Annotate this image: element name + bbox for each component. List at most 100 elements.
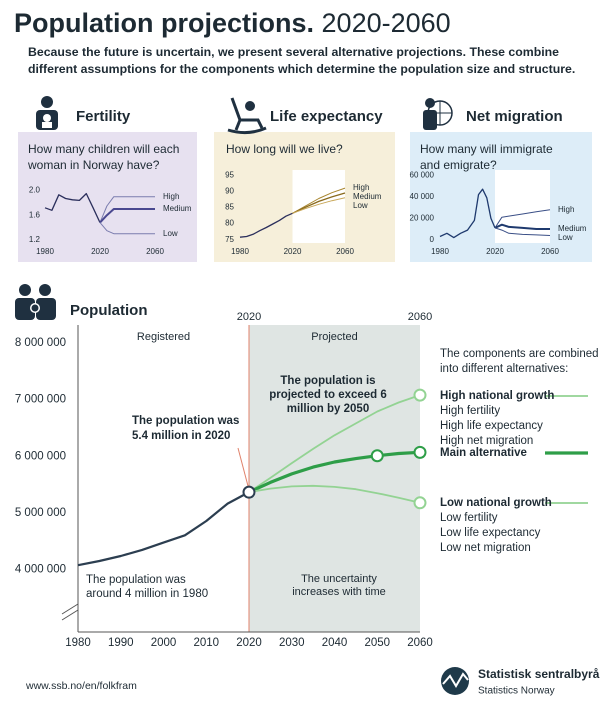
series-line (248, 394, 421, 493)
series-label: Medium (558, 224, 587, 233)
series-label: Low (558, 233, 573, 242)
region-label: Projected (311, 331, 357, 343)
x-tick-label: 2060 (146, 247, 164, 256)
point-marker (370, 449, 384, 463)
series-label: Medium (353, 192, 382, 201)
fertility-icon (36, 96, 58, 130)
x-tick-label: 1980 (231, 247, 249, 256)
point-marker (413, 388, 427, 402)
y-tick-label: 40 000 (410, 192, 435, 201)
y-tick-label: 1.2 (29, 235, 41, 244)
x-tick-label: 2020 (284, 247, 302, 256)
y-tick-label: 5 000 000 (15, 507, 66, 519)
logo (441, 667, 469, 695)
point-marker (413, 445, 427, 459)
legend-detail: High fertility (440, 405, 500, 417)
region-label: Registered (137, 331, 190, 343)
series-label: High (163, 192, 179, 201)
series-label: Low (353, 201, 368, 210)
annotation: The population was around 4 million in 1… (86, 574, 209, 600)
series-line (439, 188, 496, 239)
panel-title: Life expectancy (270, 108, 383, 125)
x-tick-label: 1990 (108, 637, 134, 649)
point-marker (413, 496, 427, 510)
region-year: 2060 (408, 311, 432, 323)
annotation: The population was 5.4 million in 2020 (132, 415, 240, 442)
y-tick-label: 60 000 (410, 170, 435, 179)
series-line (44, 192, 101, 223)
y-tick-label: 0 (430, 235, 435, 244)
y-tick-label: 95 (225, 170, 234, 179)
annotation: The uncertainty increases with time (292, 573, 386, 598)
x-tick-label: 1980 (36, 247, 54, 256)
panel-title: Net migration (466, 108, 563, 125)
series-line (292, 187, 346, 214)
panel-question: How many children will each woman in Nor… (28, 142, 180, 172)
migration-icon (423, 98, 453, 130)
legend-detail: Low life expectancy (440, 527, 541, 539)
series-line (99, 196, 155, 223)
legend-detail: Low fertility (440, 512, 498, 524)
x-tick-label: 2030 (279, 637, 305, 649)
legend-label: Low national growth (440, 497, 552, 509)
x-tick-label: 2010 (193, 637, 219, 649)
panel-question: How long will we live? (226, 142, 343, 156)
x-tick-label: 2040 (322, 637, 348, 649)
x-tick-label: 2050 (364, 637, 390, 649)
y-tick-label: 1.6 (29, 210, 41, 219)
legend-intro: The components are combined into differe… (440, 348, 599, 375)
x-tick-label: 1980 (65, 637, 91, 649)
title-main: Population projections. (14, 8, 315, 38)
x-tick-label: 1980 (431, 247, 449, 256)
series-line (99, 208, 155, 224)
legend-label: Main alternative (440, 447, 527, 459)
y-tick-label: 6 000 000 (15, 450, 66, 462)
series-label: Medium (163, 204, 192, 213)
subtitle: Because the future is uncertain, we pres… (28, 45, 576, 76)
page-title: Population projections. 2020-2060 (14, 8, 451, 39)
x-tick-label: 2060 (407, 637, 433, 649)
x-tick-label: 2000 (151, 637, 177, 649)
life-icon (227, 97, 267, 135)
series-line (248, 484, 421, 504)
series-line (494, 223, 550, 230)
org-name: Statistisk sentralbyrå (478, 667, 600, 681)
panel-question: How many will immigrate and emigrate? (420, 142, 553, 172)
chart-title: Population (70, 302, 148, 319)
y-tick-label: 7 000 000 (15, 394, 66, 406)
series-line (239, 212, 293, 238)
panel-title: Fertility (76, 108, 131, 125)
axis-break (61, 603, 79, 621)
y-tick-label: 80 (225, 219, 234, 228)
title-years: 2020-2060 (321, 8, 451, 38)
legend-detail: High life expectancy (440, 420, 543, 432)
legend-detail: High net migration (440, 435, 533, 447)
series-line (77, 491, 250, 567)
series-line (494, 227, 551, 236)
x-tick-label: 2060 (336, 247, 354, 256)
y-tick-label: 90 (225, 186, 234, 195)
legend-label: High national growth (440, 390, 554, 402)
series-line (99, 222, 155, 235)
projected-area (495, 170, 550, 243)
x-tick-label: 2060 (541, 247, 559, 256)
y-tick-label: 2.0 (29, 186, 41, 195)
population-icon (15, 284, 56, 320)
region-year: 2020 (237, 311, 261, 323)
y-tick-label: 75 (225, 235, 234, 244)
x-tick-label: 2020 (91, 247, 109, 256)
y-tick-label: 8 000 000 (15, 337, 66, 349)
panel-bg (18, 132, 197, 262)
series-label: Low (163, 229, 178, 238)
point-marker (242, 485, 256, 499)
series-line (494, 209, 551, 229)
series-line (248, 450, 421, 494)
y-tick-label: 85 (225, 203, 234, 212)
legend-detail: Low net migration (440, 542, 531, 554)
annotation: The population is projected to exceed 6 … (269, 375, 387, 415)
series-label: High (353, 183, 369, 192)
org-name-en: Statistics Norway (478, 686, 555, 697)
x-tick-label: 2020 (486, 247, 504, 256)
projected-area (292, 170, 345, 243)
